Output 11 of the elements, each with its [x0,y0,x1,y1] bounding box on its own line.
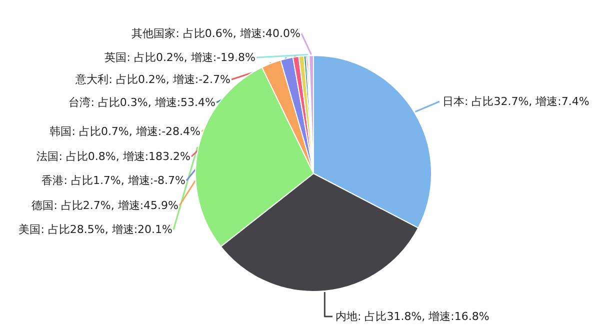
slice-label: 其他国家: 占比0.6%, 增速:40.0% [132,27,301,40]
slice-label: 德国: 占比2.7%, 增速:45.9% [32,199,179,212]
slice-label: 香港: 占比1.7%, 增速:-8.7% [42,174,186,187]
slice-label: 法国: 占比0.8%, 增速:183.2% [36,150,191,163]
slice-label: 意大利: 占比0.2%, 增速:-2.7% [74,73,231,86]
slice-label: 内地: 占比31.8%, 增速:16.8% [336,310,490,323]
slice-label: 英国: 占比0.2%, 增速:-19.8% [104,51,256,64]
slice-label: 韩国: 占比0.7%, 增速:-28.4% [50,125,201,138]
slice-label: 美国: 占比28.5%, 增速:20.1% [18,223,173,236]
slice-label: 台湾: 占比0.3%, 增速:53.4% [68,96,216,109]
slice-label: 日本: 占比32.7%, 增速:7.4% [442,95,590,108]
